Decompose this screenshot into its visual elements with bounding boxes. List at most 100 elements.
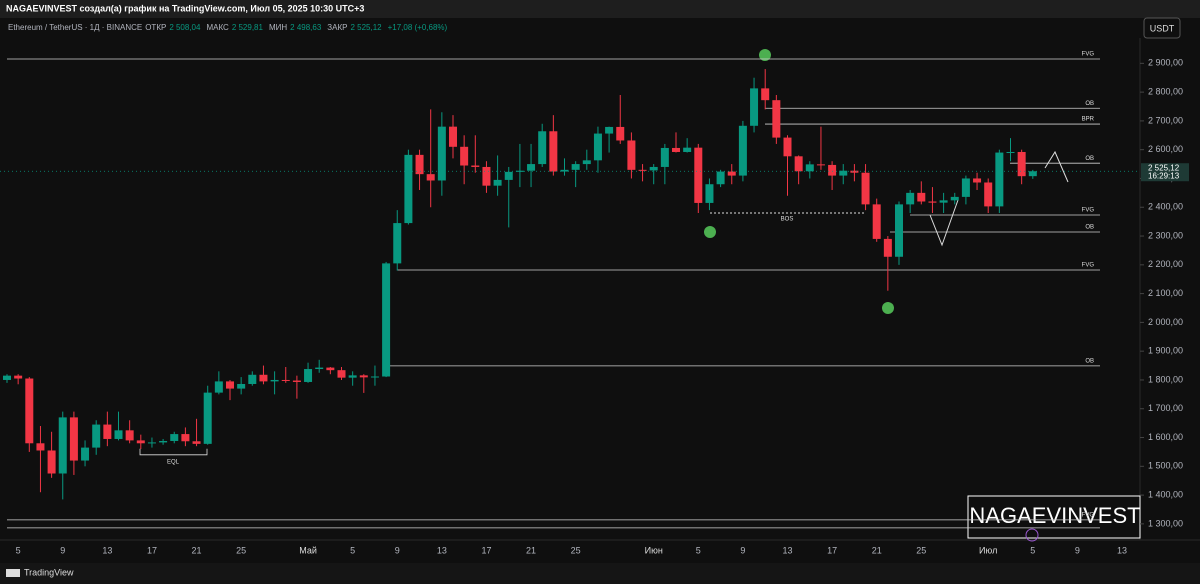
swing-marker [704,226,716,238]
level-label: OB [1085,101,1094,107]
candle-body [961,178,970,197]
candle-body [226,381,234,389]
y-tick-label: 2 800,00 [1148,86,1183,96]
candle-body [136,440,145,444]
x-tick-label: 9 [1075,545,1080,555]
candle-body [181,434,190,442]
x-tick-label: 21 [526,545,536,555]
candle-body [1006,151,1015,153]
candle-body [69,417,78,461]
x-tick-label: 9 [395,545,400,555]
legend-item: +17,08 (+0,68%) [388,23,448,32]
candle-body [237,383,246,389]
last-price-label: 2 525,12 [1148,163,1180,172]
candle-body [504,171,513,180]
candle-body [772,100,781,138]
candle-body [25,378,34,444]
candle-body [493,179,502,186]
candle-body [605,126,614,134]
legend-item: 2 508,04 [169,23,201,32]
legend-item: ЗАКР [327,23,347,32]
candle-body [81,447,90,461]
eql-bracket [139,448,208,456]
candle-body [794,156,803,172]
level-label: FVG [1082,52,1095,58]
level-label: FVG [1082,512,1095,518]
candle-body [393,223,402,264]
candle-body [259,374,268,382]
candle-body [883,238,892,257]
legend: Ethereum / TetherUS · 1Д · BINANCE ОТКР 2 … [8,23,448,32]
candle-body [805,164,814,172]
candle-body [560,169,569,172]
y-tick-label: 1 500,00 [1148,461,1183,471]
candle-body [872,204,881,239]
candle-body [694,147,703,203]
y-tick-label: 2 300,00 [1148,230,1183,240]
x-tick-label: Июн [645,545,663,555]
candle-body [549,131,558,172]
legend-item: 2 529,81 [232,23,264,32]
footer-text: TradingView [24,567,74,577]
candle-body [304,369,313,382]
candle-body [716,171,725,185]
level-label: FVG [1082,263,1095,269]
swing-marker [882,302,894,314]
candle-body [382,263,391,377]
level-label: OB [1085,225,1094,231]
y-tick-label: 2 900,00 [1148,58,1183,68]
legend-item: 2 498,63 [290,23,322,32]
x-tick-label: 13 [782,545,792,555]
currency-button[interactable] [1143,17,1181,39]
x-tick-label: 17 [147,545,157,555]
candle-body [705,184,714,203]
candle-body [627,140,636,170]
candle-body [816,164,825,166]
candle-body [1028,171,1037,177]
x-tick-label: 13 [102,545,112,555]
x-tick-label: 25 [236,545,246,555]
candle-body [1017,151,1026,177]
candle-body [950,196,959,201]
x-tick-label: 5 [696,545,701,555]
candle-body [906,192,915,205]
x-tick-label: 5 [1030,545,1035,555]
candle-body [571,164,580,170]
candle-body [292,380,301,382]
legend-item: 2 525,12 [350,23,382,32]
candle-body [616,126,625,141]
candle-body [917,192,926,202]
candle-body [738,125,747,176]
candle-body [683,147,692,152]
level-label: OB [1085,358,1094,364]
candle-body [36,443,45,451]
candle-body [3,375,11,380]
candle-body [147,442,156,444]
x-tick-label: 13 [437,545,447,555]
y-tick-label: 1 700,00 [1148,403,1183,413]
level-label: OB [1085,156,1094,162]
candle-body [248,374,257,384]
x-tick-label: 13 [1117,545,1127,555]
footer-logo [6,569,20,577]
x-tick-label: 25 [916,545,926,555]
currency[interactable]: USDT [1150,23,1175,33]
candle-body [114,430,123,439]
x-tick-label: 25 [571,545,581,555]
level-label: BPR [1082,117,1095,123]
y-tick-label: 2 000,00 [1148,317,1183,327]
y-tick-label: 2 200,00 [1148,259,1183,269]
candle-body [404,154,413,224]
candle-body [281,379,290,381]
candle-body [460,146,469,166]
x-tick-label: 17 [481,545,491,555]
candle-body [125,430,134,441]
candle-body [828,164,837,176]
candle-body [995,152,1004,207]
swing-marker [759,49,771,61]
legend-item: МИН [269,23,287,32]
x-tick-label: 9 [60,545,65,555]
candle-body [203,392,212,444]
x-tick-label: 5 [350,545,355,555]
y-tick-label: 1 900,00 [1148,346,1183,356]
